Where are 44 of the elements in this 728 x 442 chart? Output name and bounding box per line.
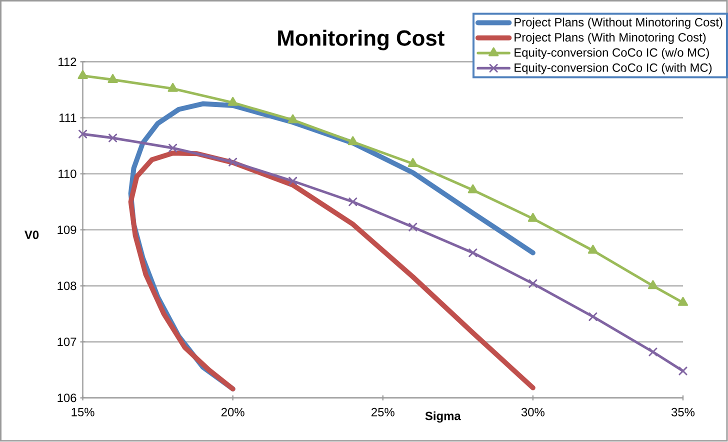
point	[78, 70, 88, 80]
legend-label: Project Plans (With Minotoring Cost)	[514, 33, 706, 44]
point	[468, 184, 478, 194]
point	[678, 366, 688, 376]
point	[468, 248, 478, 258]
point	[528, 213, 538, 222]
point	[588, 312, 598, 322]
legend-label: Equity-conversion CoCo IC (w/o MC)	[514, 48, 709, 60]
y-tick-label: 107	[58, 338, 76, 346]
point	[648, 280, 658, 290]
point	[678, 297, 688, 306]
point	[348, 198, 358, 206]
point	[648, 348, 658, 356]
point	[588, 244, 598, 254]
legend-label: Equity-conversion CoCo IC (with MC)	[514, 63, 712, 74]
point	[108, 134, 118, 142]
y-tick-label: 108	[58, 282, 76, 290]
legend-label: Project Plans (Without Minotoring Cost)	[514, 18, 722, 29]
point	[228, 158, 238, 166]
y-tick-label: 109	[58, 226, 76, 234]
point	[408, 222, 418, 232]
point	[168, 144, 178, 152]
y-tick-label: 111	[59, 114, 76, 122]
point	[228, 97, 238, 106]
chart-title: Monitoring Cost	[278, 30, 444, 50]
x-tick-label: 20%	[221, 408, 244, 417]
x-tick-label: 30%	[521, 408, 544, 417]
point	[78, 130, 88, 138]
y-tick-label: 112	[58, 58, 76, 66]
point	[168, 83, 178, 92]
y-axis-title: V0	[24, 230, 39, 240]
point	[348, 136, 358, 146]
x-axis-title: Sigma	[425, 412, 461, 423]
line-series	[128, 150, 536, 392]
x-tick-label: 35%	[671, 408, 695, 417]
point	[408, 158, 418, 168]
point	[108, 74, 118, 84]
x-tick-label: 25%	[372, 408, 394, 417]
point	[528, 279, 538, 288]
y-tick-label: 110	[58, 170, 76, 178]
y-tick-label: 106	[58, 394, 76, 402]
point	[288, 176, 298, 186]
point	[288, 114, 298, 124]
x-tick-label: 15%	[72, 408, 94, 416]
